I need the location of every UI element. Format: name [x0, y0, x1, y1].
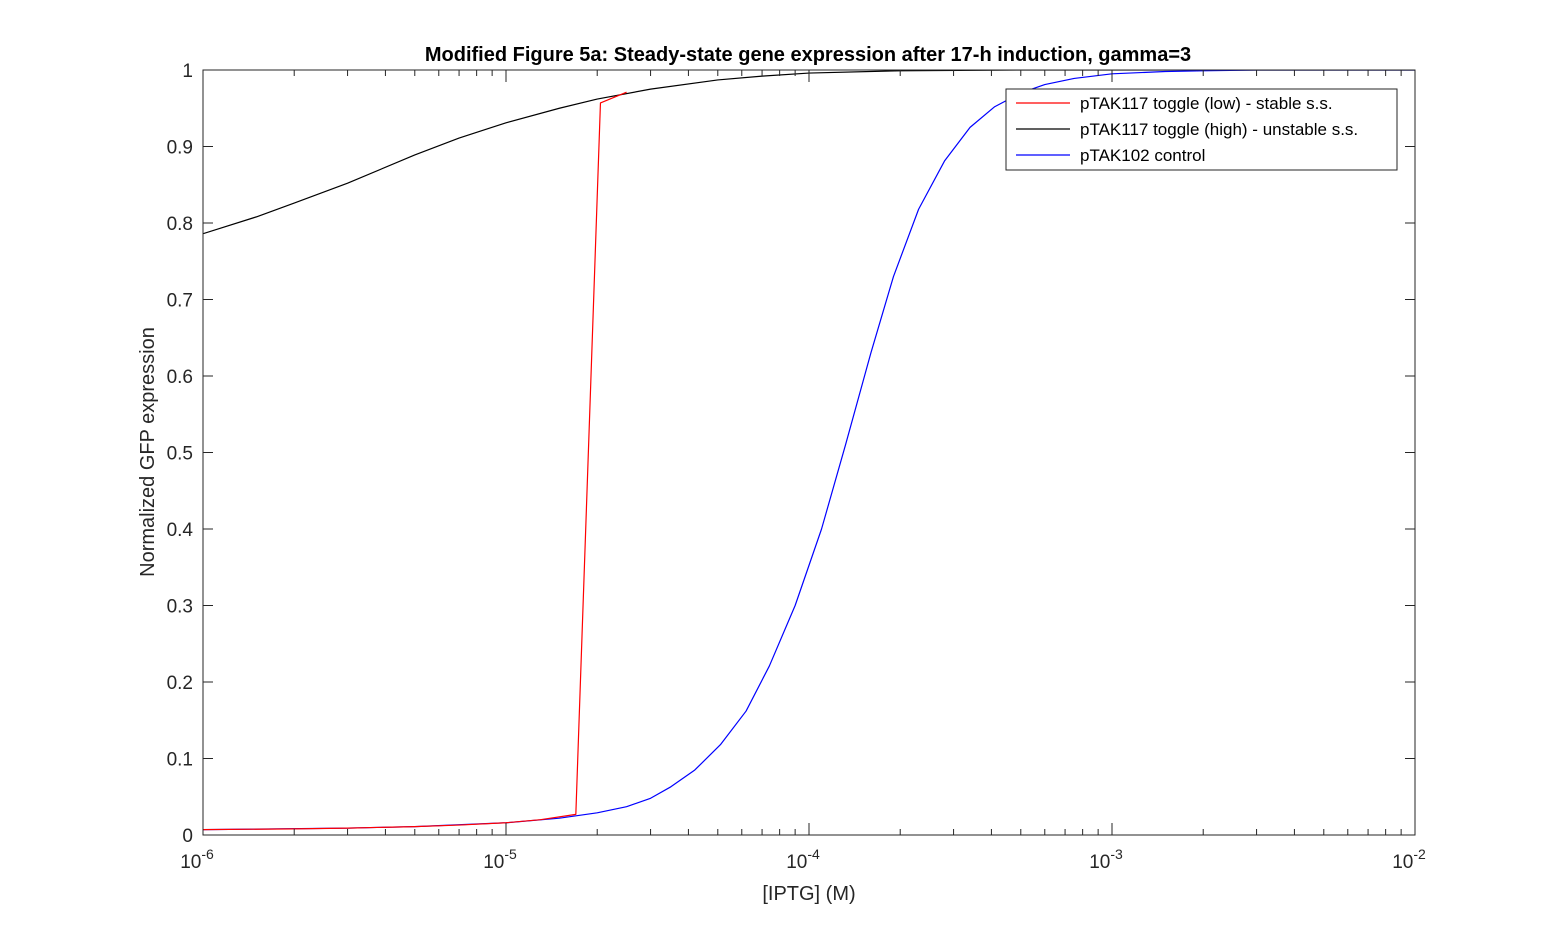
y-tick-label: 0.1 — [167, 750, 193, 771]
legend-label-1: pTAK117 toggle (high) - unstable s.s. — [1080, 120, 1358, 139]
legend: pTAK117 toggle (low) - stable s.s. pTAK11… — [1005, 88, 1398, 171]
y-tick-label: 1 — [182, 61, 193, 82]
y-tick-label: 0.4 — [167, 520, 194, 541]
y-tick-label: 0.2 — [167, 673, 193, 694]
y-tick-label: 0.9 — [167, 138, 193, 159]
y-tick-label: 0.5 — [167, 444, 193, 465]
tick-labels-layer: 0 0.1 0.2 0.3 0.4 0.5 0.6 0.7 0.8 0.9 1 10-6 10-5 10-… — [167, 61, 1426, 873]
x-axis-label: [IPTG] (M) — [762, 883, 855, 905]
x-tick-label: 10-5 — [483, 846, 517, 873]
series-line-1 — [203, 70, 1415, 235]
series-line-0 — [203, 91, 627, 831]
plot-area — [203, 70, 1415, 835]
y-tick-label: 0.8 — [167, 214, 193, 235]
legend-box — [1005, 88, 1398, 171]
legend-label-2: pTAK102 control — [1080, 146, 1205, 165]
x-tick-label: 10-2 — [1392, 846, 1426, 873]
ticks-layer — [202, 69, 1416, 836]
y-tick-label: 0.3 — [167, 597, 193, 618]
y-tick-label: 0.6 — [167, 367, 193, 388]
y-tick-label: 0 — [182, 826, 193, 847]
x-tick-label: 10-4 — [786, 846, 820, 873]
chart-title: Modified Figure 5a: Steady-state gene ex… — [425, 44, 1191, 66]
x-tick-label: 10-3 — [1089, 846, 1123, 873]
legend-label-0: pTAK117 toggle (low) - stable s.s. — [1080, 94, 1333, 113]
y-axis-label: Normalized GFP expression — [137, 327, 159, 577]
x-tick-label: 10-6 — [180, 846, 214, 873]
y-tick-label: 0.7 — [167, 291, 193, 312]
axes-box — [202, 69, 1416, 836]
